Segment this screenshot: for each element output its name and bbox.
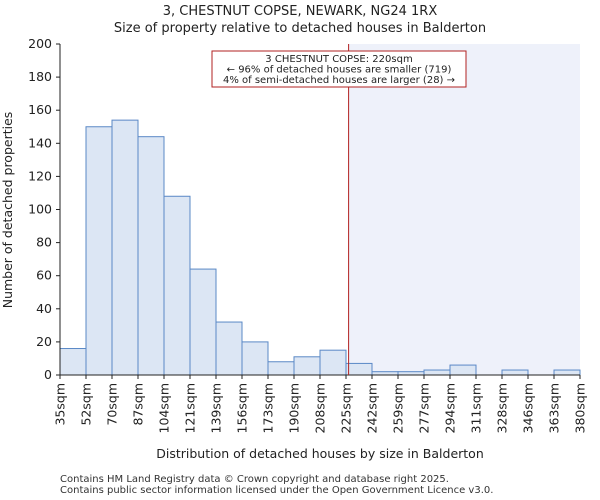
- bar-121sqm: [189, 268, 217, 376]
- highlight-region: [348, 44, 580, 375]
- bar-190sqm: [293, 356, 321, 376]
- annotation-line-2: ← 96% of detached houses are smaller (71…: [227, 65, 452, 76]
- x-tick-label: 70sqm: [105, 383, 120, 426]
- bar-173sqm: [267, 361, 295, 376]
- y-axis-label: Number of detached properties: [0, 112, 15, 309]
- y-tick-label: 200: [28, 36, 52, 51]
- x-tick-label: 208sqm: [313, 383, 328, 433]
- annotation-border: [211, 50, 467, 88]
- chart-title: 3, CHESTNUT COPSE, NEWARK, NG24 1RX: [163, 4, 438, 19]
- bar-156sqm: [241, 341, 269, 376]
- x-tick-label: 156sqm: [235, 383, 250, 433]
- bar-225sqm: [345, 362, 373, 376]
- bar-52sqm: [85, 126, 113, 376]
- y-tick-label: 160: [28, 102, 52, 117]
- y-tick-label: 80: [36, 235, 52, 250]
- x-tick-label: 35sqm: [53, 383, 68, 426]
- annotation-line-3: 4% of semi-detached houses are larger (2…: [223, 75, 455, 86]
- x-tick-label: 225sqm: [339, 383, 354, 433]
- y-ticks-group: 0 20 40 60 80 100 120 140 160 180 200: [28, 36, 60, 382]
- footer-copyright: Contains HM Land Registry data © Crown c…: [60, 474, 449, 485]
- y-tick-label: 140: [28, 135, 52, 150]
- y-tick-label: 60: [36, 268, 52, 283]
- x-tick-label: 121sqm: [183, 383, 198, 433]
- y-tick-label: 180: [28, 69, 52, 84]
- bar-208sqm: [319, 349, 347, 376]
- bar-70sqm: [111, 119, 139, 376]
- x-tick-label: 380sqm: [573, 383, 588, 433]
- x-tick-label: 190sqm: [287, 383, 302, 433]
- bar-35sqm: [59, 348, 87, 376]
- x-axis-label: Distribution of detached houses by size …: [156, 446, 484, 461]
- annotation-box: 3 CHESTNUT COPSE: 220sqm ← 96% of detach…: [211, 50, 467, 88]
- y-tick-label: 40: [36, 301, 52, 316]
- x-tick-label: 328sqm: [495, 383, 510, 433]
- y-tick-label: 120: [28, 168, 52, 183]
- bar-139sqm: [215, 321, 243, 376]
- x-tick-label: 363sqm: [547, 383, 562, 433]
- x-tick-label: 242sqm: [365, 383, 380, 433]
- x-tick-label: 52sqm: [79, 383, 94, 426]
- x-tick-label: 173sqm: [261, 383, 276, 433]
- x-tick-label: 311sqm: [469, 383, 484, 433]
- x-tick-label: 294sqm: [443, 383, 458, 433]
- chart-subtitle: Size of property relative to detached ho…: [114, 21, 486, 36]
- x-tick-label: 259sqm: [391, 383, 406, 433]
- x-ticks-group: 35sqm 52sqm 70sqm 87sqm 104sqm 121sqm 139sqm 15…: [53, 375, 588, 433]
- bar-294sqm: [449, 364, 477, 376]
- x-tick-label: 104sqm: [157, 383, 172, 433]
- bars-group: [59, 119, 581, 376]
- x-tick-label: 87sqm: [131, 383, 146, 426]
- bar-328sqm: [501, 369, 529, 376]
- x-tick-label: 139sqm: [209, 383, 224, 433]
- y-tick-label: 20: [36, 334, 52, 349]
- y-tick-label: 0: [44, 367, 52, 382]
- bar-277sqm: [423, 369, 451, 376]
- bar-363sqm: [553, 369, 581, 376]
- x-tick-label: 346sqm: [521, 383, 536, 433]
- annotation-line-1: 3 CHESTNUT COPSE: 220sqm: [265, 54, 412, 65]
- bar-87sqm: [137, 136, 165, 376]
- footer-licence: Contains public sector information licen…: [60, 485, 494, 496]
- y-tick-label: 100: [28, 202, 52, 217]
- bar-104sqm: [163, 195, 191, 376]
- x-tick-label: 277sqm: [417, 383, 432, 433]
